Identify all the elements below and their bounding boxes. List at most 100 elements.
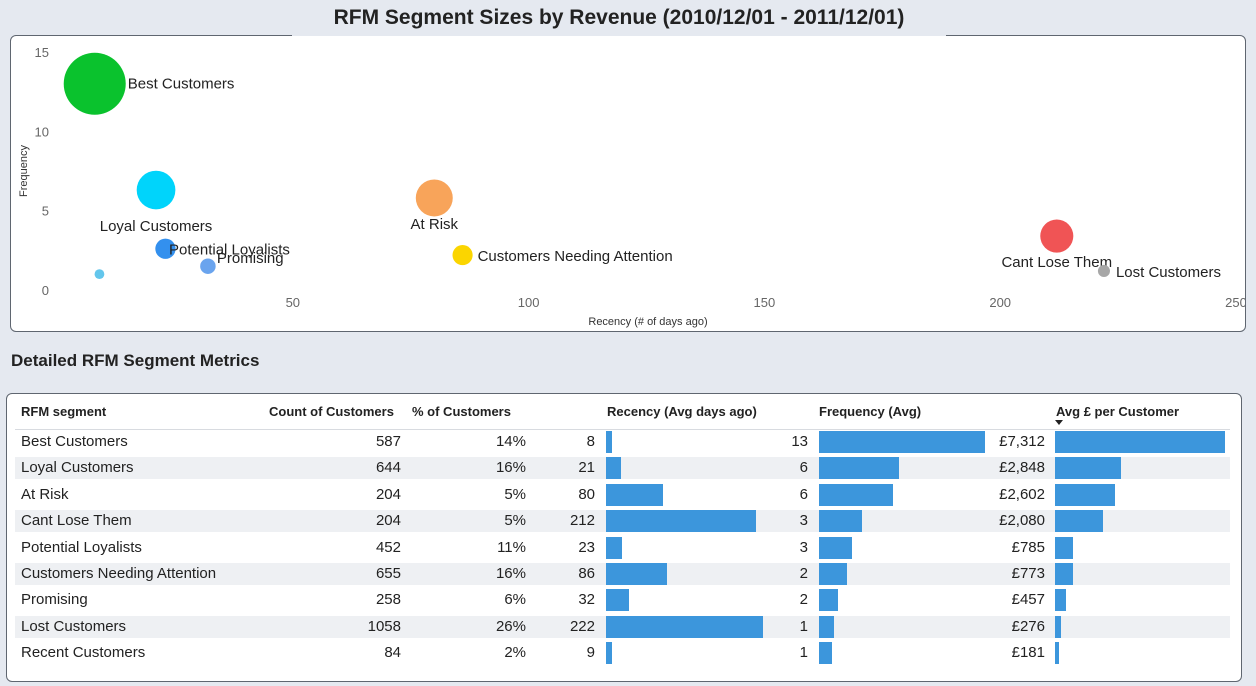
- count-cell: 1058: [367, 617, 401, 635]
- header-frequency[interactable]: Frequency (Avg): [819, 404, 922, 419]
- table-row[interactable]: Cant Lose Them 204 5% 212 3 £2,080: [15, 510, 1230, 533]
- bubble: [415, 179, 453, 217]
- table-row[interactable]: Potential Loyalists 452 11% 23 3 £785: [15, 536, 1230, 559]
- table-row[interactable]: Best Customers 587 14% 8 13 £7,312: [15, 431, 1230, 453]
- page-title: RFM Segment Sizes by Revenue (2010/12/01…: [292, 0, 946, 36]
- frequency-bar: [819, 431, 985, 453]
- frequency-bar: [819, 589, 839, 612]
- count-cell: 84: [384, 644, 401, 662]
- pct-cell: 14%: [495, 433, 526, 450]
- bubble: [1040, 219, 1074, 253]
- sort-desc-icon[interactable]: [1055, 420, 1063, 425]
- frequency-cell: 3: [799, 538, 808, 556]
- bubble-label: Best Customers: [128, 76, 235, 93]
- header-pct[interactable]: % of Customers: [412, 404, 511, 419]
- frequency-bar: [819, 457, 900, 480]
- count-cell: 655: [375, 565, 401, 582]
- recency-cell: 8: [586, 433, 595, 450]
- bubble: [94, 269, 105, 280]
- segment-cell: At Risk: [21, 485, 69, 503]
- header-segment[interactable]: RFM segment: [21, 404, 107, 419]
- count-cell: 204: [375, 485, 401, 503]
- frequency-cell: 1: [799, 617, 808, 635]
- table-row[interactable]: Lost Customers 1058 26% 222 1 £276: [15, 615, 1230, 638]
- bubble: [155, 238, 176, 259]
- avg-spend-bar: [1055, 457, 1122, 480]
- count-cell: 587: [375, 433, 401, 450]
- y-axis-label: Frequency: [18, 145, 30, 197]
- section-title: Detailed RFM Segment Metrics: [11, 351, 260, 370]
- bubble: [63, 52, 126, 115]
- bubble: [136, 170, 176, 210]
- x-tick-label: 150: [754, 295, 776, 310]
- table-row[interactable]: Promising 258 6% 32 2 £457: [15, 589, 1230, 612]
- segment-cell: Recent Customers: [21, 644, 146, 662]
- table-row[interactable]: Recent Customers 84 2% 9 1 £181: [15, 642, 1230, 665]
- avg-spend-cell: £2,080: [999, 512, 1045, 530]
- pct-cell: 26%: [495, 617, 526, 635]
- avg-spend-cell: £2,848: [999, 459, 1045, 477]
- recency-bar: [606, 457, 621, 480]
- header-recency[interactable]: Recency (Avg days ago): [607, 404, 757, 419]
- frequency-bar: [819, 642, 832, 665]
- table-row[interactable]: Customers Needing Attention 655 16% 86 2 £773: [15, 563, 1230, 585]
- avg-spend-bar: [1055, 483, 1116, 506]
- bubble-chart[interactable]: 50 100 150 200 250 0 5 10 15 Recency (# of days a…: [11, 36, 1245, 331]
- segment-cell: Loyal Customers: [21, 459, 134, 477]
- recency-cell: 212: [569, 512, 595, 530]
- pct-cell: 16%: [495, 459, 526, 477]
- bubble-label: Potential Loyalists: [169, 242, 290, 259]
- frequency-cell: 3: [799, 512, 808, 530]
- header-avg-spend[interactable]: Avg £ per Customer: [1056, 404, 1180, 419]
- recency-bar: [606, 563, 667, 585]
- recency-bar: [606, 615, 763, 638]
- table-row[interactable]: At Risk 204 5% 80 6 £2,602: [15, 483, 1230, 506]
- pct-cell: 11%: [497, 538, 526, 556]
- frequency-cell: 2: [799, 591, 808, 609]
- recency-bar: [606, 642, 613, 665]
- pct-cell: 5%: [504, 485, 526, 503]
- y-tick-label: 15: [35, 45, 49, 60]
- count-cell: 258: [375, 591, 401, 609]
- avg-spend-bar: [1055, 589, 1066, 612]
- avg-spend-cell: £181: [1011, 644, 1045, 662]
- table-row[interactable]: Loyal Customers 644 16% 21 6 £2,848: [15, 457, 1230, 480]
- frequency-cell: 6: [799, 459, 808, 477]
- count-cell: 452: [375, 538, 401, 556]
- pct-cell: 16%: [495, 565, 526, 582]
- header-count[interactable]: Count of Customers: [269, 404, 394, 419]
- segment-cell: Promising: [21, 591, 88, 609]
- avg-spend-bar: [1055, 615, 1062, 638]
- frequency-bar: [819, 615, 835, 638]
- x-axis-label: Recency (# of days ago): [588, 316, 707, 328]
- avg-spend-cell: £457: [1011, 591, 1045, 609]
- avg-spend-bar: [1055, 563, 1073, 585]
- avg-spend-cell: £773: [1011, 565, 1045, 582]
- count-cell: 644: [375, 459, 401, 477]
- avg-spend-bar: [1055, 431, 1225, 453]
- pct-cell: 6%: [504, 591, 526, 609]
- recency-cell: 23: [578, 538, 595, 556]
- avg-spend-cell: £7,312: [999, 433, 1045, 450]
- bubble-label: Lost Customers: [1116, 264, 1221, 281]
- header-divider: [15, 429, 1230, 430]
- x-tick-label: 250: [1225, 295, 1245, 310]
- segment-cell: Lost Customers: [21, 617, 127, 635]
- y-tick-label: 0: [42, 283, 49, 298]
- recency-cell: 9: [586, 644, 595, 662]
- avg-spend-bar: [1055, 642, 1060, 665]
- frequency-bar: [819, 483, 894, 506]
- recency-bar: [606, 536, 623, 559]
- frequency-cell: 6: [799, 485, 808, 503]
- avg-spend-cell: £2,602: [999, 485, 1045, 503]
- segment-cell: Customers Needing Attention: [21, 565, 217, 582]
- frequency-cell: 1: [799, 644, 808, 662]
- bubble: [452, 245, 473, 266]
- recency-cell: 222: [569, 617, 595, 635]
- segment-cell: Potential Loyalists: [21, 538, 142, 556]
- frequency-cell: 2: [799, 565, 808, 582]
- frequency-cell: 13: [791, 433, 808, 450]
- y-tick-label: 10: [35, 124, 49, 139]
- bubble-label: Promising: [217, 250, 284, 267]
- x-tick-label: 100: [518, 295, 540, 310]
